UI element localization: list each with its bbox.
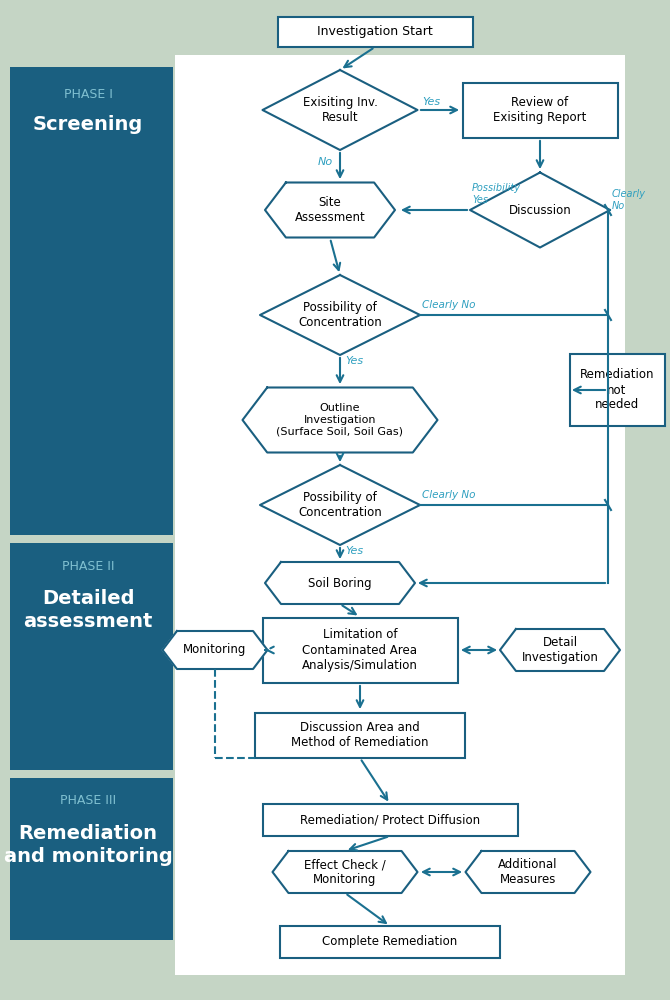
- Text: Discussion Area and
Method of Remediation: Discussion Area and Method of Remediatio…: [291, 721, 429, 749]
- Text: PHASE III: PHASE III: [60, 794, 116, 806]
- Text: Screening: Screening: [33, 115, 143, 134]
- Polygon shape: [260, 465, 420, 545]
- Polygon shape: [466, 851, 590, 893]
- Text: Additional
Measures: Additional Measures: [498, 858, 557, 886]
- Text: Soil Boring: Soil Boring: [308, 576, 372, 589]
- FancyBboxPatch shape: [10, 778, 173, 940]
- Text: Effect Check /
Monitoring: Effect Check / Monitoring: [304, 858, 386, 886]
- Text: Remediation/ Protect Diffusion: Remediation/ Protect Diffusion: [300, 814, 480, 826]
- Polygon shape: [273, 851, 417, 893]
- Polygon shape: [163, 631, 267, 669]
- FancyBboxPatch shape: [280, 926, 500, 958]
- Text: Possibility of
Concentration: Possibility of Concentration: [298, 491, 382, 519]
- Text: No: No: [318, 157, 333, 167]
- Polygon shape: [470, 172, 610, 247]
- FancyBboxPatch shape: [277, 17, 472, 47]
- Text: Detail
Investigation: Detail Investigation: [521, 636, 598, 664]
- Text: Yes: Yes: [345, 546, 363, 556]
- Text: Monitoring: Monitoring: [184, 644, 247, 656]
- Polygon shape: [260, 275, 420, 355]
- Text: Yes: Yes: [422, 97, 440, 107]
- FancyBboxPatch shape: [10, 67, 173, 535]
- Text: Review of
Exisiting Report: Review of Exisiting Report: [493, 96, 587, 124]
- FancyBboxPatch shape: [255, 712, 465, 758]
- FancyBboxPatch shape: [570, 354, 665, 426]
- FancyBboxPatch shape: [462, 83, 618, 137]
- Text: Detailed
assessment: Detailed assessment: [23, 589, 153, 631]
- FancyBboxPatch shape: [10, 543, 173, 770]
- FancyBboxPatch shape: [263, 804, 517, 836]
- Text: Limitation of
Contaminated Area
Analysis/Simulation: Limitation of Contaminated Area Analysis…: [302, 629, 418, 672]
- Polygon shape: [500, 629, 620, 671]
- Text: Clearly No: Clearly No: [422, 490, 476, 500]
- FancyBboxPatch shape: [263, 617, 458, 682]
- Text: Yes: Yes: [345, 356, 363, 366]
- Text: Possibility
Yes: Possibility Yes: [472, 183, 521, 205]
- Text: Clearly No: Clearly No: [422, 300, 476, 310]
- Text: PHASE II: PHASE II: [62, 560, 115, 574]
- Polygon shape: [265, 562, 415, 604]
- Polygon shape: [265, 182, 395, 237]
- Text: Remediation
not
needed: Remediation not needed: [580, 368, 654, 412]
- Text: Outline
Investigation
(Surface Soil, Soil Gas): Outline Investigation (Surface Soil, Soi…: [277, 403, 403, 437]
- Text: Investigation Start: Investigation Start: [317, 25, 433, 38]
- Text: Site
Assessment: Site Assessment: [295, 196, 365, 224]
- Polygon shape: [263, 70, 417, 150]
- Text: Exisiting Inv.
Result: Exisiting Inv. Result: [303, 96, 377, 124]
- Text: Complete Remediation: Complete Remediation: [322, 936, 458, 948]
- Text: PHASE I: PHASE I: [64, 89, 113, 102]
- Text: Clearly
No: Clearly No: [612, 189, 646, 211]
- Polygon shape: [243, 387, 438, 452]
- Text: Remediation
and monitoring: Remediation and monitoring: [3, 824, 172, 866]
- FancyBboxPatch shape: [175, 55, 625, 975]
- Text: Possibility of
Concentration: Possibility of Concentration: [298, 301, 382, 329]
- Text: Discussion: Discussion: [509, 204, 572, 217]
